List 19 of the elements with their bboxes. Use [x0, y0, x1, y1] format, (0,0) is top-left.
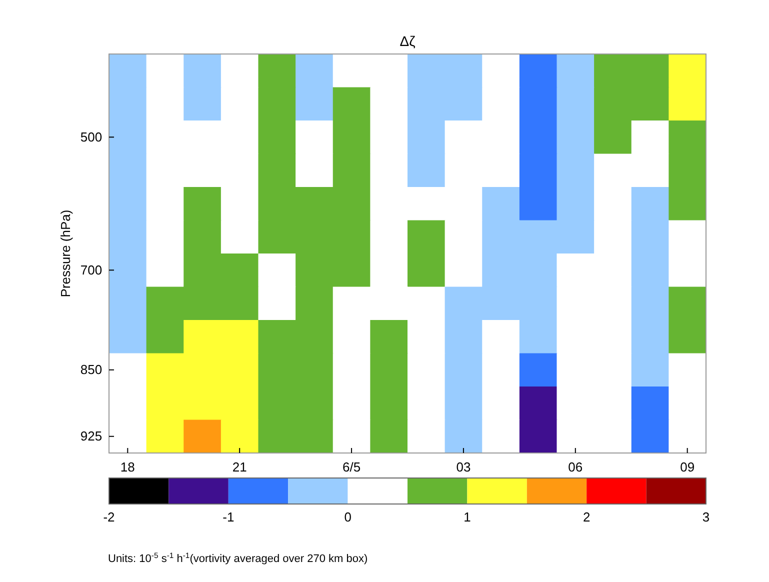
chart-title: Δζ [400, 33, 416, 49]
x-tick-label: 21 [232, 460, 247, 475]
color-bar-label: 0 [344, 509, 352, 524]
color-bar-label: 2 [582, 509, 590, 524]
y-tick-label: 700 [80, 262, 102, 278]
text: Units: 10$^{-5}$ s$^{-1}$ h$^{-1}$(vortivity averaged over 270 km box) [108, 550, 368, 565]
y-tick-label: 925 [80, 428, 102, 444]
y-tick-label: 850 [80, 362, 102, 378]
y-tick-label: 500 [80, 129, 102, 144]
color-bar-label: -1 [222, 509, 234, 524]
color-bar-label: 1 [464, 509, 471, 524]
x-tick-label: 03 [456, 460, 471, 475]
color-bar-label: -2 [103, 509, 115, 524]
y-axis-title: Pressure (hPa) [58, 210, 73, 298]
x-tick-label: 6/5 [342, 460, 361, 475]
x-tick-label: 09 [680, 460, 695, 475]
x-tick-label: 06 [568, 460, 583, 475]
x-tick-label: 18 [120, 460, 135, 475]
color-bar-label: 3 [702, 509, 710, 524]
